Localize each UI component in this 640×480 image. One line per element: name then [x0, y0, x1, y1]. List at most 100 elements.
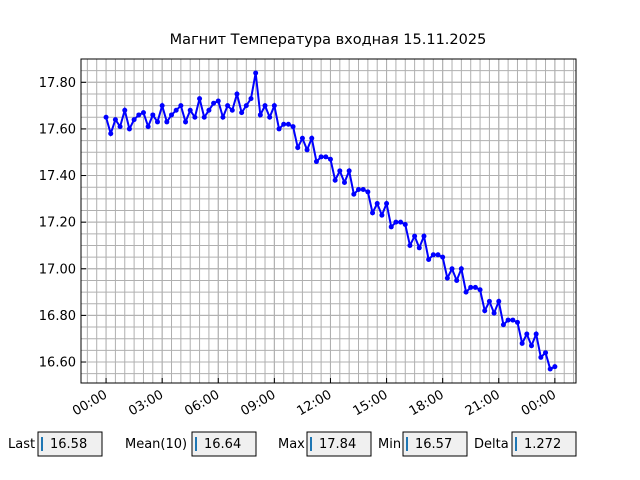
- data-point: [159, 103, 165, 109]
- data-point: [108, 131, 114, 137]
- data-point: [327, 156, 333, 162]
- data-point: [164, 119, 170, 125]
- data-point: [150, 112, 156, 118]
- data-point: [309, 135, 315, 141]
- y-tick-label: 16.80: [39, 309, 76, 324]
- x-tick-label: 00:00: [70, 387, 110, 419]
- data-point: [225, 103, 231, 109]
- data-point: [458, 266, 464, 272]
- data-point: [131, 117, 137, 123]
- stat-box: [191, 431, 257, 457]
- x-tick-label: 06:00: [182, 387, 222, 419]
- stat-box: [37, 431, 103, 457]
- stat-label: Last: [8, 437, 35, 452]
- x-tick-label: 12:00: [295, 387, 335, 419]
- stat-label: Min: [378, 437, 401, 452]
- x-tick-label: 21:00: [463, 387, 503, 419]
- stat-box: [402, 431, 468, 457]
- data-point: [323, 154, 329, 160]
- data-point: [169, 112, 175, 118]
- data-point: [126, 126, 132, 132]
- data-point: [472, 284, 478, 290]
- data-point: [341, 180, 347, 186]
- data-point: [346, 168, 352, 174]
- data-point: [482, 308, 488, 314]
- stat-value: 1.272: [524, 437, 561, 452]
- data-point: [440, 254, 446, 260]
- data-point: [183, 119, 189, 125]
- data-point: [299, 135, 305, 141]
- data-point: [430, 252, 436, 258]
- data-point: [533, 331, 539, 337]
- data-point: [393, 219, 399, 225]
- data-point: [262, 103, 268, 109]
- data-point: [477, 287, 483, 293]
- data-point: [426, 256, 432, 262]
- data-point: [192, 114, 198, 120]
- stat-value: 16.64: [204, 437, 241, 452]
- stat-label: Mean(10): [125, 437, 187, 452]
- data-point: [486, 298, 492, 304]
- data-point: [356, 187, 362, 193]
- y-tick-label: 17.40: [39, 169, 76, 184]
- data-point: [384, 201, 390, 207]
- stat-box: [511, 431, 577, 457]
- plot-frame: [80, 58, 577, 384]
- data-point: [547, 366, 553, 372]
- data-point: [510, 317, 516, 323]
- data-point: [505, 317, 511, 323]
- data-point: [140, 110, 146, 116]
- data-point: [313, 159, 319, 165]
- data-point: [220, 114, 226, 120]
- stat-value: 16.57: [415, 437, 452, 452]
- y-tick-label: 17.60: [39, 122, 76, 137]
- data-point: [500, 322, 506, 328]
- data-point: [463, 289, 469, 295]
- data-point: [379, 212, 385, 218]
- data-point: [407, 242, 413, 248]
- data-point: [454, 277, 460, 283]
- stat-value: 17.84: [319, 437, 356, 452]
- data-point: [421, 233, 427, 239]
- data-point: [197, 96, 203, 102]
- x-tick-label: 09:00: [238, 387, 278, 419]
- data-point: [136, 112, 142, 118]
- data-point: [402, 221, 408, 227]
- data-point: [234, 91, 240, 97]
- data-point: [253, 70, 259, 76]
- y-tick-label: 17.20: [39, 216, 76, 231]
- data-point: [318, 154, 324, 160]
- data-point: [122, 107, 128, 113]
- data-point: [117, 124, 123, 130]
- data-point: [524, 331, 530, 337]
- data-point: [285, 121, 291, 127]
- data-point: [145, 124, 151, 130]
- data-point: [519, 340, 525, 346]
- data-point: [271, 103, 277, 109]
- data-point: [552, 364, 558, 370]
- data-point: [215, 98, 221, 104]
- data-point: [187, 107, 193, 113]
- data-point: [370, 210, 376, 216]
- x-tick-label: 00:00: [519, 387, 559, 419]
- data-point: [257, 112, 263, 118]
- data-point: [332, 177, 338, 183]
- data-point: [374, 201, 380, 207]
- data-point: [211, 100, 217, 106]
- data-point: [412, 233, 418, 239]
- data-point: [229, 107, 235, 113]
- data-point: [449, 266, 455, 272]
- data-point: [491, 310, 497, 316]
- data-point: [528, 343, 534, 349]
- data-point: [444, 275, 450, 281]
- data-point: [496, 298, 502, 304]
- data-point: [514, 319, 520, 325]
- data-point: [538, 354, 544, 360]
- chart-title: Магнит Температура входная 15.11.2025: [170, 32, 487, 48]
- data-point: [178, 103, 184, 109]
- data-point: [112, 117, 118, 123]
- data-point: [360, 187, 366, 193]
- stat-value: 16.58: [50, 437, 87, 452]
